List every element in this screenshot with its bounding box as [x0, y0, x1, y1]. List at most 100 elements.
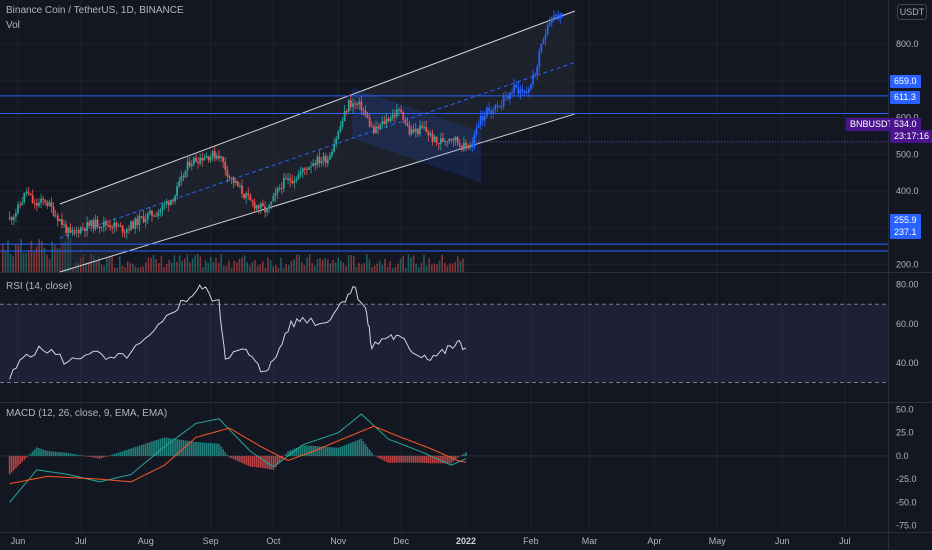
projection-candle-body [532, 74, 534, 85]
macd-histogram-bar [454, 455, 457, 460]
candle-body [452, 138, 455, 141]
volume-bar [121, 265, 124, 272]
macd-histogram-bar [362, 441, 365, 456]
macd-histogram-bar [391, 455, 394, 463]
macd-histogram-bar [255, 455, 258, 468]
candle-body [19, 204, 21, 206]
macd-histogram-bar [356, 440, 358, 456]
volume-bar [303, 265, 306, 272]
candle-body [249, 195, 252, 201]
currency-badge[interactable]: USDT [897, 4, 927, 20]
candle-body [314, 163, 317, 166]
volume-bar [293, 259, 295, 272]
macd-histogram-bar [38, 448, 40, 456]
candle-body [247, 193, 250, 196]
candle-body [151, 210, 153, 216]
macd-histogram-bar [368, 449, 371, 456]
candle-body [333, 144, 336, 152]
candle-body [21, 202, 24, 205]
candle-body [65, 224, 68, 233]
volume-bar [139, 266, 142, 272]
macd-histogram-bar [69, 453, 72, 456]
candle-body [123, 232, 126, 234]
macd-histogram-bar [352, 442, 354, 456]
candle-body [215, 155, 218, 159]
macd-histogram-bar [339, 446, 342, 456]
candle-body [46, 202, 49, 206]
volume-bar [80, 257, 82, 272]
candle-body [169, 199, 172, 206]
macd-histogram-bar [46, 450, 49, 456]
macd-histogram-bar [419, 455, 421, 463]
candle-body [406, 122, 409, 126]
candle-body [423, 126, 426, 128]
candle-body [251, 200, 254, 203]
candle-body [444, 141, 446, 143]
volume-bar [454, 262, 456, 272]
macd-histogram-bar [84, 455, 86, 457]
volume-bar [207, 262, 209, 272]
macd-histogram-bar [400, 455, 402, 463]
rsi-line [9, 284, 467, 380]
volume-bar [223, 265, 225, 272]
candle-body [456, 136, 459, 144]
projection-candle-body [527, 88, 530, 93]
candle-body [111, 227, 114, 229]
volume-bar [457, 256, 459, 272]
macd-histogram-bar [155, 440, 157, 456]
volume-bar [9, 253, 12, 272]
macd-histogram-bar [27, 455, 30, 457]
candle-body [228, 176, 231, 178]
macd-histogram-bar [293, 448, 296, 456]
volume-bar [314, 265, 316, 272]
macd-histogram-bar [21, 455, 23, 462]
macd-histogram-bar [402, 455, 404, 463]
macd-histogram-bar [425, 455, 428, 464]
macd-histogram-bar [113, 453, 116, 456]
candle-body [310, 166, 312, 168]
candle-body [144, 219, 147, 223]
projection-candle-body [546, 25, 549, 35]
volume-bar [246, 262, 248, 272]
candle-body [33, 203, 36, 205]
candle-body [274, 192, 277, 196]
candle-body [23, 192, 26, 203]
volume-bar [462, 258, 464, 272]
candle-body [199, 157, 202, 164]
macd-histogram-bar [73, 454, 76, 456]
candle-body [270, 201, 273, 205]
volume-bar [212, 261, 215, 272]
macd-histogram-bar [253, 455, 256, 468]
candle-body [318, 156, 321, 164]
volume-bar [407, 254, 410, 272]
macd-histogram-bar [377, 455, 379, 458]
volume-bar [394, 266, 397, 272]
volume-bar [298, 254, 300, 272]
volume-bar [72, 267, 74, 272]
projection-candle-body [475, 128, 478, 135]
macd-histogram-bar [109, 455, 111, 456]
candle-body [25, 191, 28, 193]
candle-body [446, 141, 449, 143]
candle-body [107, 224, 109, 226]
candle-body [316, 156, 319, 166]
candle-body [96, 219, 99, 227]
volume-bar [241, 257, 243, 272]
volume-bar [25, 252, 27, 272]
macd-histogram-bar [100, 455, 103, 459]
volume-bar [85, 262, 87, 272]
price-tick-label: 200.0 [896, 260, 919, 270]
candle-body [38, 202, 40, 206]
candle-body [136, 218, 139, 226]
volume-bar [108, 255, 111, 272]
candle-body [450, 138, 453, 140]
rsi-tick-label: 40.00 [896, 358, 919, 368]
candle-body [58, 219, 61, 222]
candle-body [35, 203, 38, 206]
volume-bar [236, 262, 238, 272]
volume-bar [433, 263, 436, 272]
candle-body [94, 219, 97, 229]
volume-bar [431, 264, 433, 272]
macd-histogram-bar [239, 455, 241, 463]
